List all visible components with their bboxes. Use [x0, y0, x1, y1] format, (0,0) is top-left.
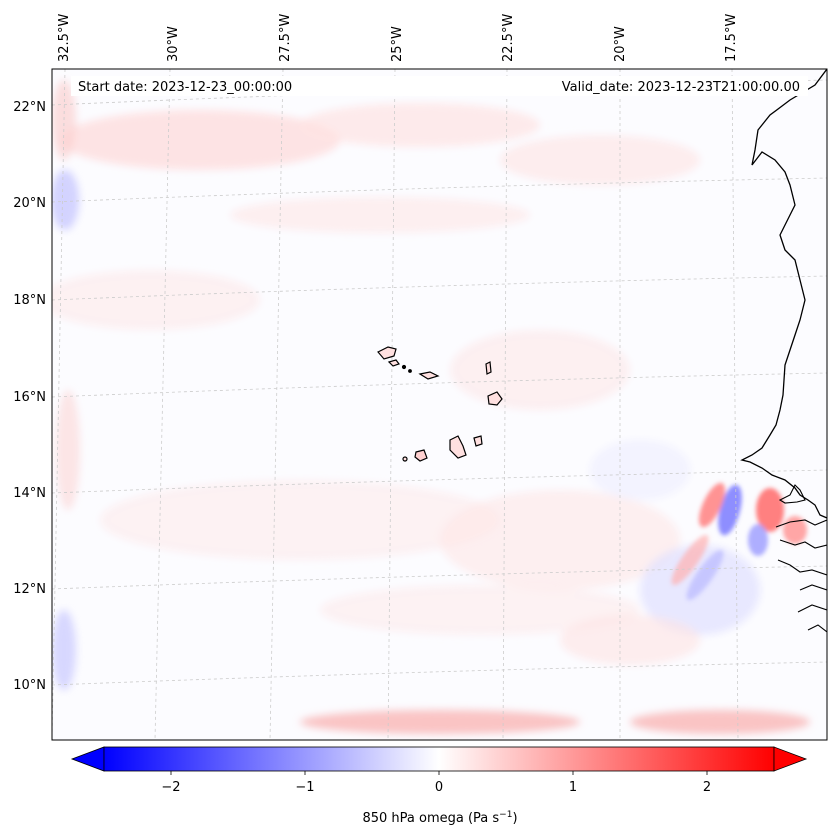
lat-label: 18°N — [13, 293, 46, 308]
valid-date-label: Valid_date: 2023-12-23T21:00:00.00 — [562, 80, 800, 95]
map-border — [51, 68, 828, 741]
island-sal — [485, 361, 492, 375]
omega-patch — [590, 440, 690, 500]
island-brava — [402, 456, 408, 462]
omega-patch — [300, 710, 580, 734]
lat-label: 16°N — [13, 390, 46, 405]
omega-patch — [60, 110, 340, 170]
island-boa-vista — [487, 391, 503, 406]
island-sao-nicolau — [418, 371, 440, 380]
lon-label: 25°W — [390, 26, 405, 62]
longitude-labels: 32.5°W 30°W 27.5°W 25°W 22.5°W 20°W 17.5… — [57, 14, 739, 62]
lat-label: 14°N — [13, 486, 46, 501]
omega-patch — [500, 135, 700, 185]
start-date-label: Start date: 2023-12-23_00:00:00 — [78, 80, 292, 95]
lon-label: 22.5°W — [501, 14, 516, 62]
omega-patch — [320, 585, 640, 635]
header-box — [71, 76, 808, 96]
island-santa-luzia — [401, 364, 407, 370]
lon-label: 32.5°W — [57, 14, 72, 62]
colorbar-gradient — [103, 746, 775, 772]
lon-label: 30°W — [166, 26, 181, 62]
omega-ascent-core — [748, 524, 768, 556]
omega-patch — [52, 270, 260, 330]
lon-label: 20°W — [613, 26, 628, 62]
colorbar-label: 850 hPa omega (Pa s−1) — [362, 810, 517, 826]
omega-patch — [300, 103, 540, 147]
lat-label: 12°N — [13, 582, 46, 597]
island-santiago — [449, 435, 467, 459]
gridlines — [52, 69, 827, 740]
omega-patch — [100, 480, 500, 560]
omega-patch — [56, 390, 80, 510]
colorbar-ticks: −2 −1 0 1 2 — [161, 771, 711, 795]
colorbar-high-extend — [773, 746, 808, 772]
omega-patch — [560, 615, 700, 665]
colorbar-label-close: ) — [512, 811, 517, 826]
colorbar-tick-label: −2 — [161, 780, 180, 795]
cape-verde-islands — [377, 346, 503, 462]
colorbar-tick-label: 2 — [703, 780, 711, 795]
colorbar-low-extend — [70, 746, 105, 772]
colorbar-tick-label: 1 — [569, 780, 577, 795]
omega-patch — [52, 170, 79, 230]
colorbar: −2 −1 0 1 2 850 hPa omega (Pa s−1) — [70, 746, 808, 826]
island-santa-luzia-2 — [408, 369, 412, 373]
latitude-labels: 22°N 20°N 18°N 16°N 14°N 12°N 10°N — [13, 100, 46, 693]
omega-ascent-core — [686, 550, 724, 600]
colorbar-tick-label: 0 — [435, 780, 443, 795]
africa-coastline — [740, 69, 827, 519]
omega-patch — [52, 80, 76, 160]
colorbar-label-exponent: −1 — [499, 810, 512, 820]
colorbar-label-main: 850 hPa omega (Pa s — [362, 811, 499, 826]
omega-subsidence-core — [671, 535, 709, 585]
lat-label: 20°N — [13, 196, 46, 211]
colorbar-tick-label: −1 — [295, 780, 314, 795]
map-panel: Start date: 2023-12-23_00:00:00 Valid_da… — [51, 68, 828, 741]
omega-patch — [52, 610, 76, 690]
omega-patch — [450, 330, 630, 410]
island-santo-antao — [377, 346, 397, 360]
island-maio — [473, 435, 483, 447]
omega-subsidence-core — [698, 482, 726, 528]
lon-label: 27.5°W — [278, 14, 293, 62]
lat-label: 22°N — [13, 100, 46, 115]
omega-subsidence-core — [783, 516, 807, 544]
omega-subsidence-core — [756, 488, 784, 532]
lat-label: 10°N — [13, 678, 46, 693]
island-fogo — [414, 449, 428, 462]
map-background — [52, 69, 827, 740]
guinea-bissau-coast — [775, 519, 827, 633]
island-sao-vicente — [387, 359, 400, 367]
gambia-river-outline — [778, 484, 806, 504]
omega-patch — [230, 197, 530, 233]
lon-label: 17.5°W — [724, 14, 739, 62]
omega-patch — [630, 710, 810, 734]
